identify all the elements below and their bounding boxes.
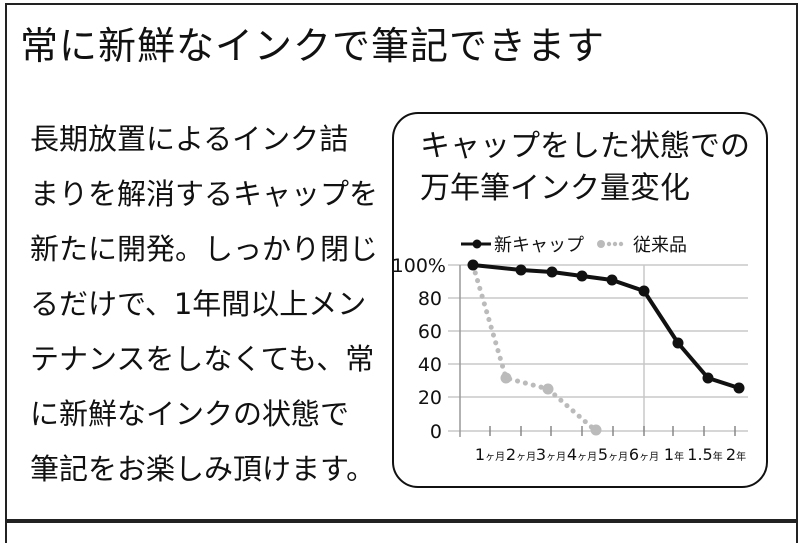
x-tick-marks	[489, 426, 736, 436]
x-tick-label: 5ヶ月	[598, 445, 628, 464]
gridlines	[448, 264, 748, 432]
y-tick-labels: 100% 80 60 40 20 0	[392, 255, 446, 443]
y-tick-label: 100%	[392, 255, 446, 277]
series-conventional	[470, 262, 602, 436]
chart-title-line-1: キャップをした状態での	[420, 129, 750, 164]
y-tick-label: 0	[430, 421, 442, 443]
body-line: 長期放置によるインク詰	[30, 122, 349, 156]
body-line: に新鮮なインクの状態で	[30, 397, 350, 431]
dotted-line-icon	[597, 240, 624, 248]
body-line: テナンスをしなくても、常	[30, 342, 375, 376]
chart-legend: 新キャップ 従来品	[461, 232, 699, 256]
line-chart: 100% 80 60 40 20 0 1ヶ月 2ヶ月 3ヶ月 4ヶ月 5ヶ月 6…	[392, 255, 748, 464]
x-tick-label: 1ヶ月	[475, 445, 505, 464]
x-tick-label: 4ヶ月	[567, 445, 597, 464]
y-tick-label: 80	[418, 288, 442, 310]
legend-item-conventional: 従来品	[596, 231, 687, 257]
x-tick-labels: 1ヶ月 2ヶ月 3ヶ月 4ヶ月 5ヶ月 6ヶ月 1年 1.5年 2年	[475, 445, 746, 464]
chart-title-line-2: 万年筆インク量変化	[420, 171, 690, 206]
y-tick-label: 20	[418, 387, 442, 409]
body-paragraph: 長期放置によるインク詰 まりを解消するキャップを 新たに開発。しっかり閉じ るだ…	[30, 112, 380, 497]
article-frame	[5, 3, 798, 521]
x-tick-label: 2ヶ月	[506, 445, 536, 464]
body-line: 筆記をお楽しみ頂けます。	[30, 452, 376, 486]
y-tick-label: 60	[418, 321, 442, 343]
legend-label-new-cap: 新キャップ	[494, 235, 584, 256]
next-article-frame	[5, 521, 798, 543]
legend-item-new-cap: 新キャップ	[461, 231, 584, 257]
x-tick-label: 1.5年	[687, 445, 722, 464]
legend-label-conventional: 従来品	[633, 235, 687, 256]
x-tick-label: 1年	[664, 445, 684, 464]
series-new-cap	[467, 259, 745, 394]
body-line: 新たに開発。しっかり閉じ	[30, 232, 379, 266]
x-tick-label: 6ヶ月	[629, 445, 659, 464]
chart-title: キャップをした状態での 万年筆インク量変化	[420, 126, 750, 210]
y-tick-label: 40	[418, 354, 442, 376]
x-tick-label: 3ヶ月	[536, 445, 566, 464]
body-line: るだけで、1年間以上メン	[30, 287, 367, 321]
x-tick-label: 2年	[726, 445, 746, 464]
chart-panel	[392, 112, 768, 488]
body-line: まりを解消するキャップを	[30, 177, 379, 211]
headline: 常に新鮮なインクで筆記できます	[20, 24, 606, 68]
solid-line-marker-icon	[461, 239, 491, 249]
